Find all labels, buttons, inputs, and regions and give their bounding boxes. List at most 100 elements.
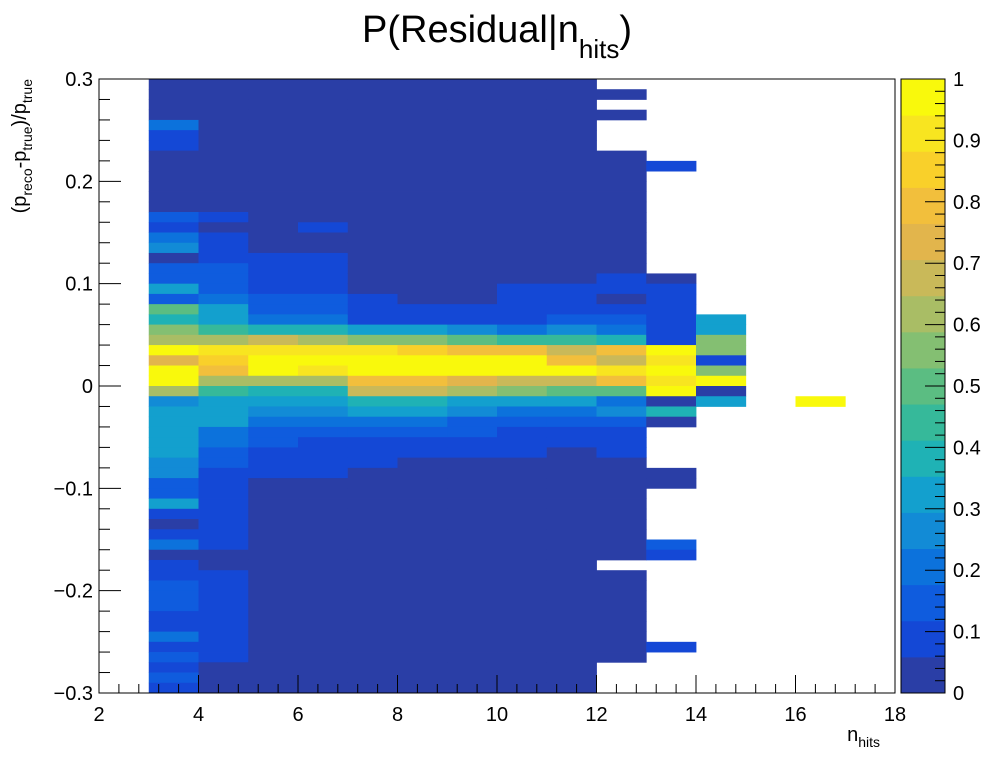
heatmap-cell bbox=[646, 355, 697, 366]
heatmap-cell bbox=[347, 293, 398, 305]
heatmap-cell bbox=[298, 621, 349, 632]
y-tick-label: 0.2 bbox=[65, 171, 93, 193]
heatmap-cell bbox=[596, 426, 647, 438]
heatmap-cell bbox=[546, 263, 597, 274]
heatmap-cell bbox=[298, 304, 349, 315]
heatmap-cell bbox=[497, 652, 548, 663]
heatmap-cell bbox=[447, 283, 498, 295]
chart-title-subscript: hits bbox=[579, 34, 619, 64]
heatmap-cell bbox=[397, 570, 448, 581]
heatmap-cell bbox=[248, 89, 299, 100]
heatmap-cell bbox=[646, 386, 697, 397]
heatmap-cell bbox=[248, 396, 299, 407]
heatmap-cell bbox=[298, 130, 349, 141]
heatmap-cell bbox=[248, 140, 299, 152]
heatmap-cell bbox=[646, 467, 697, 479]
color-scale-swatch bbox=[901, 187, 945, 224]
heatmap-cell bbox=[198, 89, 249, 100]
heatmap-cell bbox=[248, 641, 299, 653]
heatmap-cell bbox=[397, 386, 448, 397]
heatmap-cell bbox=[596, 611, 647, 622]
heatmap-cell bbox=[148, 478, 199, 489]
heatmap-cell bbox=[546, 549, 597, 561]
heatmap-cell bbox=[497, 672, 548, 684]
heatmap-cell bbox=[497, 140, 548, 152]
heatmap-cell bbox=[546, 559, 597, 571]
heatmap-cell bbox=[248, 293, 299, 305]
heatmap-cell bbox=[198, 631, 249, 643]
heatmap-cell bbox=[347, 406, 398, 418]
color-scale-swatch bbox=[901, 548, 945, 586]
heatmap-cell bbox=[546, 621, 597, 632]
heatmap-cell bbox=[347, 222, 398, 233]
heatmap-cell bbox=[397, 621, 448, 632]
heatmap-cell bbox=[447, 181, 498, 192]
heatmap-cell bbox=[347, 539, 398, 551]
heatmap-cell bbox=[497, 109, 548, 121]
heatmap-cell bbox=[646, 314, 697, 325]
heatmap-cell bbox=[447, 365, 498, 377]
heatmap-cell bbox=[198, 79, 249, 90]
heatmap-cell bbox=[596, 467, 647, 479]
heatmap-cell bbox=[148, 345, 199, 356]
heatmap-cell bbox=[248, 488, 299, 499]
heatmap-cell bbox=[148, 99, 199, 111]
heatmap-cell bbox=[596, 641, 647, 653]
heatmap-cell bbox=[298, 600, 349, 612]
heatmap-cell bbox=[298, 386, 349, 397]
heatmap-cell bbox=[497, 324, 548, 336]
heatmap-cell bbox=[596, 345, 647, 356]
heatmap-cell bbox=[397, 334, 448, 346]
heatmap-cell bbox=[298, 672, 349, 684]
heatmap-cell bbox=[497, 498, 548, 510]
heatmap-cell bbox=[148, 631, 199, 643]
heatmap-cell bbox=[347, 99, 398, 111]
heatmap-cell bbox=[148, 79, 199, 90]
heatmap-cell bbox=[347, 478, 398, 489]
heatmap-cell bbox=[397, 447, 448, 459]
heatmap-cell bbox=[447, 457, 498, 469]
heatmap-cell bbox=[347, 242, 398, 254]
heatmap-cell bbox=[148, 304, 199, 315]
heatmap-cell bbox=[298, 99, 349, 111]
heatmap-cell bbox=[497, 212, 548, 223]
heatmap-cell bbox=[596, 498, 647, 510]
heatmap-cell bbox=[546, 99, 597, 111]
heatmap-cell bbox=[148, 416, 199, 428]
heatmap-cell bbox=[397, 631, 448, 643]
heatmap-cell bbox=[198, 539, 249, 551]
heatmap-cell bbox=[347, 621, 398, 632]
heatmap-cell bbox=[596, 283, 647, 295]
heatmap-cell bbox=[347, 447, 398, 459]
heatmap-cell bbox=[347, 160, 398, 172]
heatmap-cell bbox=[298, 549, 349, 561]
heatmap-cell bbox=[497, 539, 548, 551]
heatmap-cell bbox=[298, 263, 349, 274]
heatmap-cell bbox=[497, 549, 548, 561]
heatmap-cell bbox=[347, 416, 398, 428]
heatmap-cell bbox=[248, 171, 299, 182]
heatmap-cell bbox=[198, 293, 249, 305]
heatmap-cell bbox=[248, 611, 299, 622]
heatmap-cell bbox=[347, 191, 398, 203]
heatmap-cell bbox=[447, 611, 498, 622]
heatmap-cell bbox=[497, 621, 548, 632]
heatmap-cell bbox=[397, 590, 448, 602]
heatmap-cell bbox=[447, 191, 498, 203]
heatmap-cell bbox=[148, 611, 199, 622]
heatmap-cell bbox=[148, 212, 199, 223]
chart-title-close: ) bbox=[619, 9, 632, 51]
heatmap-cell bbox=[696, 396, 747, 407]
heatmap-cell bbox=[397, 406, 448, 418]
heatmap-cell bbox=[248, 345, 299, 356]
heatmap-cell bbox=[298, 334, 349, 346]
heatmap-cell bbox=[347, 304, 398, 315]
heatmap-cell bbox=[347, 672, 398, 684]
heatmap-cell bbox=[198, 171, 249, 182]
heatmap-cell bbox=[198, 488, 249, 499]
heatmap-cell bbox=[248, 621, 299, 632]
heatmap-cell bbox=[148, 222, 199, 233]
heatmap-cell bbox=[447, 570, 498, 581]
heatmap-cell bbox=[546, 426, 597, 438]
heatmap-cell bbox=[497, 519, 548, 530]
